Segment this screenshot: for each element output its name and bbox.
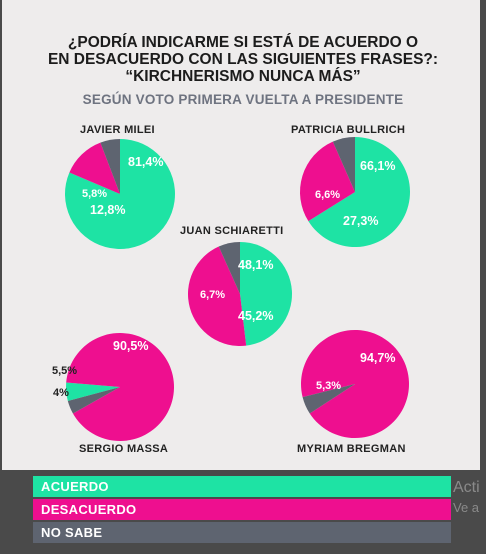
data-label-no-sabe: 6,6% bbox=[315, 189, 340, 201]
slice-acuerdo bbox=[64, 139, 175, 250]
slice-no-sabe bbox=[332, 137, 355, 192]
slice-acuerdo bbox=[240, 242, 293, 346]
legend-no-sabe: NO SABE bbox=[33, 522, 451, 543]
candidate-label-bullrich: PATRICIA BULLRICH bbox=[291, 124, 406, 136]
data-label-acuerdo: 5,5% bbox=[52, 365, 77, 377]
slice-desacuerdo bbox=[188, 246, 247, 346]
data-label-no-sabe: 6,7% bbox=[200, 289, 225, 301]
data-label-acuerdo: 48,1% bbox=[238, 258, 273, 272]
candidate-label-milei: JAVIER MILEI bbox=[80, 124, 155, 136]
data-label-desacuerdo: 90,5% bbox=[113, 339, 148, 353]
pie-javier-milei: 81,4% 12,8% 5,8% bbox=[64, 139, 175, 250]
slice-acuerdo bbox=[308, 137, 410, 248]
slice-desacuerdo bbox=[69, 142, 120, 194]
candidate-label-massa: SERGIO MASSA bbox=[79, 443, 169, 455]
pie-patricia-bullrich: 66,1% 27,3% 6,6% bbox=[300, 137, 410, 248]
data-label-no-sabe: 4% bbox=[53, 387, 69, 399]
legend-acuerdo: ACUERDO bbox=[33, 476, 451, 497]
slice-desacuerdo bbox=[66, 332, 175, 441]
chart-title: ¿PODRÍA INDICARME SI ESTÁ DE ACUERDO O E… bbox=[0, 34, 486, 85]
candidate-label-bregman: MYRIAM BREGMAN bbox=[297, 443, 406, 455]
data-label-desacuerdo: 27,3% bbox=[343, 214, 378, 228]
data-label-no-sabe: 5,8% bbox=[82, 188, 107, 200]
chart-subtitle: SEGÚN VOTO PRIMERA VUELTA A PRESIDENTE bbox=[82, 92, 404, 107]
data-label-desacuerdo: 12,8% bbox=[90, 203, 125, 217]
data-label-acuerdo: 81,4% bbox=[128, 155, 163, 169]
title-line-1: ¿PODRÍA INDICARME SI ESTÁ DE ACUERDO O bbox=[67, 34, 419, 51]
slice-no-sabe bbox=[100, 139, 120, 194]
data-label-desacuerdo: 94,7% bbox=[360, 351, 395, 365]
title-line-3: “KIRCHNERISMO NUNCA MÁS” bbox=[125, 68, 361, 85]
slice-desacuerdo bbox=[300, 141, 355, 222]
data-label-desacuerdo: 45,2% bbox=[238, 309, 273, 323]
candidate-label-schiaretti: JUAN SCHIARETTI bbox=[180, 225, 284, 237]
slice-no-sabe bbox=[67, 387, 120, 414]
pie-charts: 81,4% 12,8% 5,8% 66,1% 27,3% 6,6% 48,1% 45,2% 6,… bbox=[52, 137, 410, 441]
pie-juan-schiaretti: 48,1% 45,2% 6,7% bbox=[188, 242, 293, 346]
title-line-2: EN DESACUERDO CON LAS SIGUIENTES FRASES?… bbox=[47, 51, 439, 68]
slice-no-sabe bbox=[218, 242, 240, 294]
pie-sergio-massa: 5,5% 90,5% 4% bbox=[52, 332, 175, 441]
legend-desacuerdo: DESACUERDO bbox=[33, 499, 451, 520]
pie-myriam-bregman: 94,7% 5,3% bbox=[301, 329, 409, 438]
watermark-line-1: Acti bbox=[453, 479, 480, 496]
slice-acuerdo bbox=[66, 382, 120, 401]
slice-no-sabe bbox=[302, 384, 355, 414]
data-label-no-sabe: 5,3% bbox=[316, 380, 341, 392]
watermark-line-2: Ve a bbox=[453, 500, 480, 515]
data-label-acuerdo: 66,1% bbox=[360, 159, 395, 173]
